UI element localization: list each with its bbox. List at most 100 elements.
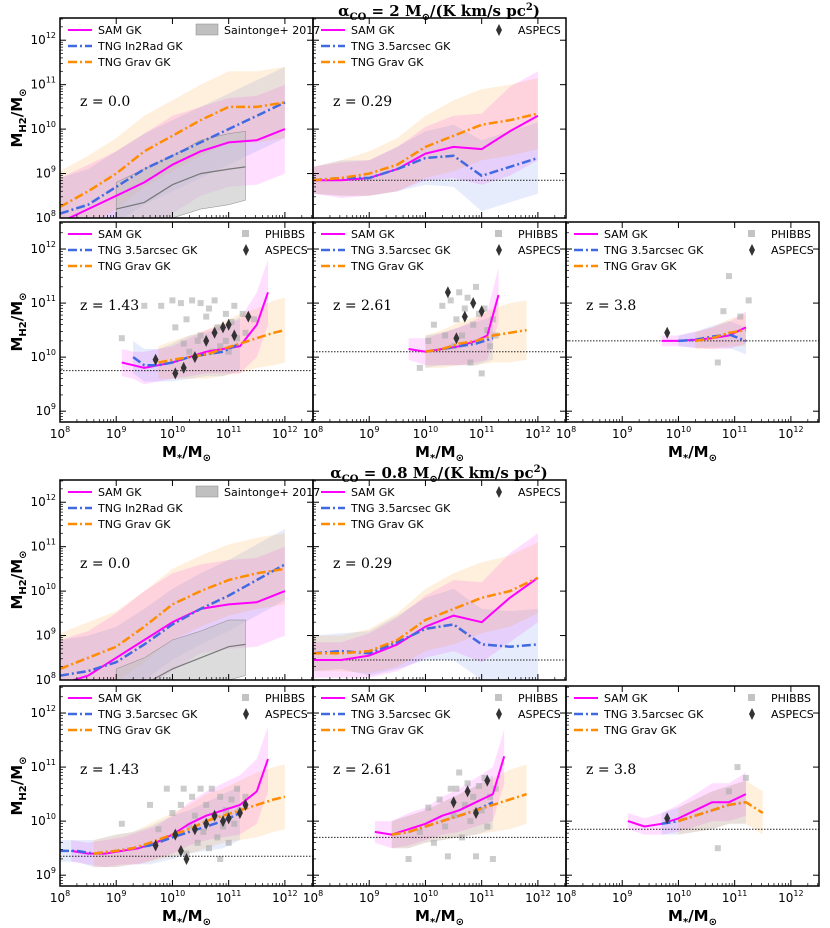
x-label-slash: /M: [688, 907, 708, 925]
aspecs-point: [470, 297, 477, 310]
legend: SAM GK TNG 3.5arcsec GK TNG Grav GK PHIBBS A…: [574, 228, 814, 273]
x-label-sub: *: [177, 453, 183, 464]
phibbs-point: [464, 780, 471, 787]
y-tick-label: 1011: [31, 76, 56, 92]
phibbs-point: [191, 812, 198, 819]
phibbs-point: [231, 820, 238, 827]
x-label-sun: ⊙: [456, 453, 464, 464]
x-tick-base: 10: [160, 427, 175, 441]
x-tick-base: 10: [666, 427, 681, 441]
redshift-label: z = 1.43: [80, 298, 139, 314]
x-label-slash: /M: [688, 443, 708, 461]
x-tick-label: 1011: [216, 889, 241, 905]
unit-close: ): [541, 464, 548, 482]
unit-exponent: 2: [526, 2, 533, 13]
legend-label: ASPECS: [518, 244, 561, 257]
phibbs-point: [430, 321, 437, 328]
x-label-m: M: [162, 907, 177, 925]
x-label-slash: /M: [435, 443, 455, 461]
x-label-slash: /M: [182, 907, 202, 925]
phibbs-point: [222, 337, 229, 344]
phibbs-point: [214, 324, 221, 331]
phibbs-point: [251, 316, 257, 323]
legend-swatch-phibbs: [495, 230, 502, 237]
phibbs-point: [456, 769, 463, 776]
x-tick-exponent: 12: [287, 425, 297, 434]
legend-swatch-phibbs: [748, 230, 755, 237]
legend-label: TNG Grav GK: [97, 260, 171, 273]
y-axis-label: MH2/M⊙: [8, 756, 29, 815]
phibbs-point: [405, 856, 412, 862]
x-tick-label: 109: [106, 425, 126, 441]
legend-label: TNG Grav GK: [350, 260, 424, 273]
x-tick-label: 1010: [413, 425, 438, 441]
phibbs-point: [459, 834, 465, 841]
series-line-tng_orange: [391, 792, 527, 836]
x-label-sub: *: [430, 917, 436, 928]
legend: SAM GK TNG 3.5arcsec GK TNG Grav GK PHIBBS A…: [321, 692, 561, 737]
y-tick-label: 1010: [31, 812, 56, 828]
x-tick-label: 109: [612, 889, 632, 905]
panel-frame: [312, 17, 567, 219]
phibbs-point: [459, 332, 465, 339]
y-tick-exponent: 11: [46, 538, 56, 547]
phibbs-point: [436, 796, 443, 803]
phibbs-point: [222, 310, 229, 317]
legend-swatch-aspecs: [243, 708, 249, 720]
band-sam: [627, 772, 746, 835]
legend-swatch-aspecs: [496, 486, 502, 498]
x-tick-exponent: 9: [627, 425, 632, 434]
x-tick-base: 10: [359, 891, 374, 905]
band-tng_blue: [313, 588, 538, 680]
phibbs-point: [444, 853, 451, 860]
legend-swatch-aspecs: [496, 24, 502, 36]
plot-area: [60, 66, 286, 218]
phibbs-point: [217, 793, 224, 800]
legend-label: TNG In2Rad GK: [97, 40, 183, 53]
legend-label: TNG Grav GK: [350, 724, 424, 737]
y-tick-base: 10: [36, 629, 51, 643]
phibbs-point: [745, 297, 752, 304]
phibbs-point: [478, 807, 485, 814]
plot-area: [313, 267, 566, 377]
phibbs-point: [234, 785, 241, 792]
phibbs-point: [742, 774, 749, 781]
axis-ticks: [312, 222, 566, 422]
x-tick-label: 109: [359, 889, 379, 905]
phibbs-point: [183, 316, 190, 323]
x-tick-exponent: 11: [484, 889, 494, 898]
phibbs-point: [447, 297, 454, 304]
x-tick-label: 1011: [722, 889, 747, 905]
band-tng_orange: [425, 300, 527, 368]
band-tng_blue: [425, 316, 493, 368]
legend-label: ASPECS: [265, 708, 308, 721]
y-tick-base: 10: [36, 673, 51, 687]
legend-label: TNG 3.5arcsec GK: [603, 708, 704, 721]
plot-area: [313, 729, 566, 862]
x-tick-base: 10: [556, 891, 571, 905]
group-title-alpha-2: αCO = 2 M⊙/(K km/s pc2): [338, 2, 540, 23]
y-tick-label: 1012: [31, 704, 56, 720]
y-label-slash: /M: [8, 765, 26, 785]
unit-text: /(K km/s pc: [430, 2, 526, 20]
x-tick-base: 10: [216, 427, 231, 441]
x-tick-exponent: 9: [374, 889, 379, 898]
y-tick-label: 1010: [31, 120, 56, 136]
phibbs-point: [447, 785, 454, 792]
legend-label: TNG Grav GK: [350, 518, 424, 531]
y-tick-exponent: 12: [46, 240, 56, 249]
y-tick-exponent: 9: [51, 165, 56, 174]
phibbs-point: [473, 283, 479, 290]
phibbs-point: [425, 804, 432, 811]
legend-swatch-aspecs: [749, 244, 755, 256]
band-tng_blue: [60, 66, 285, 218]
legend-label: SAM GK: [98, 486, 142, 499]
legend-label: ASPECS: [771, 244, 814, 257]
x-tick-exponent: 8: [65, 425, 70, 434]
band-sam: [313, 533, 538, 678]
x-tick-base: 10: [50, 891, 65, 905]
y-tick-exponent: 12: [46, 704, 56, 713]
phibbs-point: [489, 856, 496, 862]
phibbs-point: [214, 834, 221, 841]
